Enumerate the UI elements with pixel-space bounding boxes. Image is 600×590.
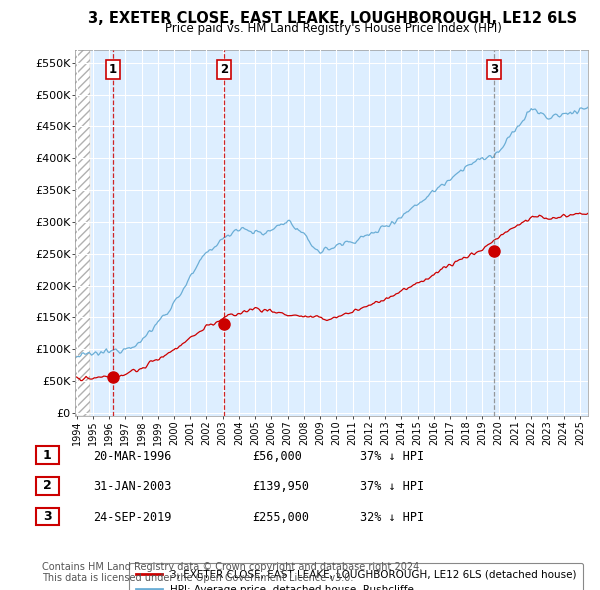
Text: 1: 1 — [109, 63, 117, 76]
Text: 32% ↓ HPI: 32% ↓ HPI — [360, 511, 424, 524]
FancyBboxPatch shape — [36, 507, 59, 525]
Text: 20-MAR-1996: 20-MAR-1996 — [93, 450, 172, 463]
Legend: 3, EXETER CLOSE, EAST LEAKE, LOUGHBOROUGH, LE12 6LS (detached house), HPI: Avera: 3, EXETER CLOSE, EAST LEAKE, LOUGHBOROUG… — [130, 563, 583, 590]
Text: £139,950: £139,950 — [252, 480, 309, 493]
FancyBboxPatch shape — [36, 446, 59, 464]
Text: 24-SEP-2019: 24-SEP-2019 — [93, 511, 172, 524]
Text: 3, EXETER CLOSE, EAST LEAKE, LOUGHBOROUGH, LE12 6LS: 3, EXETER CLOSE, EAST LEAKE, LOUGHBOROUG… — [88, 11, 578, 25]
Text: 2: 2 — [220, 63, 228, 76]
Bar — [75, 50, 90, 416]
Text: £255,000: £255,000 — [252, 511, 309, 524]
FancyBboxPatch shape — [36, 477, 59, 494]
Text: £56,000: £56,000 — [252, 450, 302, 463]
Text: 1: 1 — [43, 448, 52, 461]
Text: Contains HM Land Registry data © Crown copyright and database right 2024.
This d: Contains HM Land Registry data © Crown c… — [42, 562, 422, 584]
Text: 3: 3 — [43, 510, 52, 523]
Text: 2: 2 — [43, 479, 52, 492]
Text: Price paid vs. HM Land Registry's House Price Index (HPI): Price paid vs. HM Land Registry's House … — [164, 22, 502, 35]
Bar — [75, 50, 90, 416]
Text: 31-JAN-2003: 31-JAN-2003 — [93, 480, 172, 493]
Text: 37% ↓ HPI: 37% ↓ HPI — [360, 450, 424, 463]
Text: 37% ↓ HPI: 37% ↓ HPI — [360, 480, 424, 493]
Text: 3: 3 — [490, 63, 499, 76]
